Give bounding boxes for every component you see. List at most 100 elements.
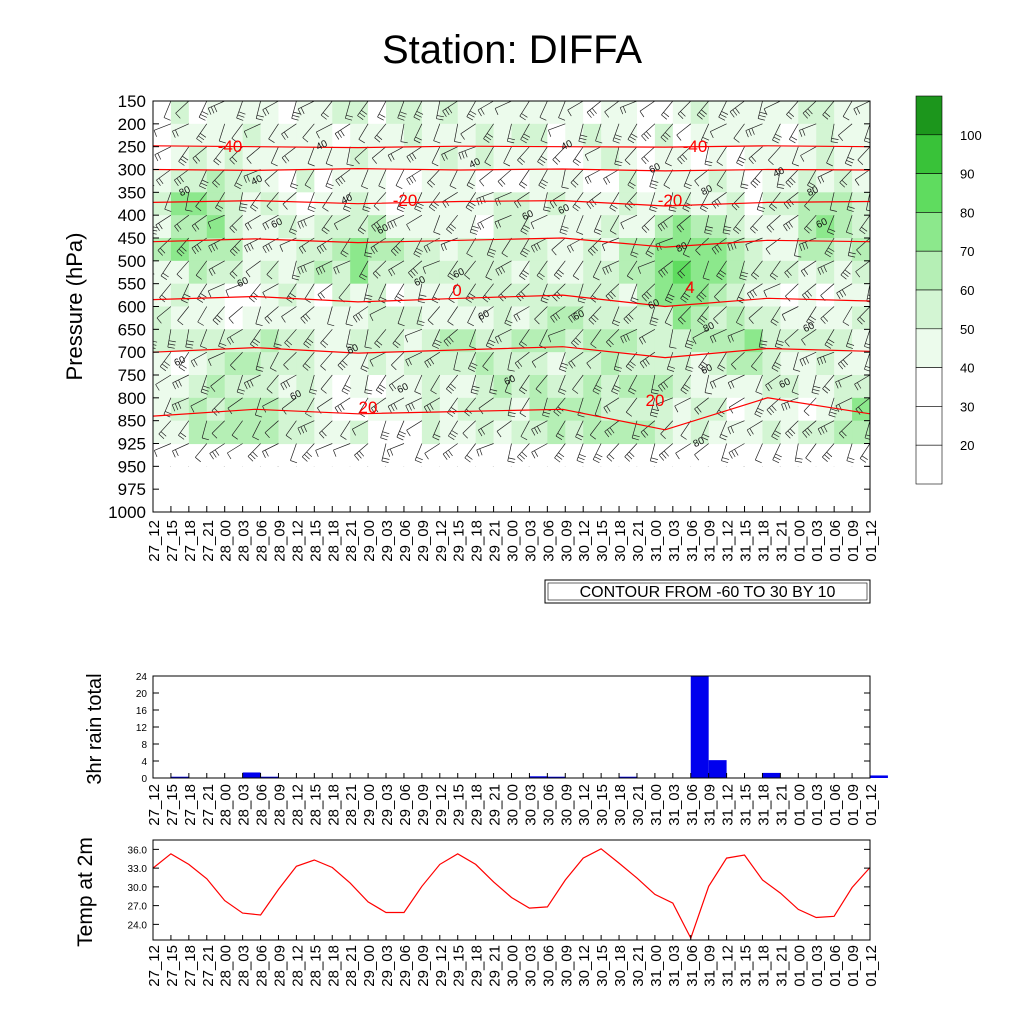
wind-barb: [462, 420, 476, 439]
wind-barb: [466, 169, 477, 190]
rh-cell: [744, 329, 764, 353]
wind-barb: [822, 374, 835, 394]
wind-barb: [229, 146, 243, 165]
wind-barb: [391, 351, 405, 371]
wind-barb: [291, 101, 301, 121]
wind-barb: [309, 374, 318, 395]
wind-barb: [765, 237, 781, 255]
rh-contour-label: 60: [521, 208, 536, 223]
y-tick-label: 975: [118, 480, 146, 499]
wind-barb: [155, 214, 172, 231]
rh-cell: [529, 192, 548, 216]
wind-barb: [745, 123, 763, 138]
wind-barb: [839, 169, 853, 188]
rh-cell: [780, 146, 799, 171]
wind-barb: [302, 123, 315, 143]
wind-barb: [830, 123, 839, 144]
wind-barb: [229, 260, 243, 279]
temperature-contour-label: 0: [452, 281, 461, 300]
rh-cell: [529, 238, 548, 262]
rain-y-axis-label: 3hr rain total: [84, 673, 106, 784]
rh-cell: [565, 397, 584, 422]
temp-x-tick-label: 28_06: [254, 945, 271, 987]
rh-cell: [403, 215, 423, 239]
wind-barb: [769, 192, 781, 212]
wind-barb: [824, 237, 835, 258]
rh-cell: [332, 238, 351, 262]
wind-barb: [802, 283, 817, 301]
temperature-contour-line: [153, 237, 870, 248]
wind-barb: [728, 443, 745, 459]
rh-cell: [314, 420, 333, 445]
rh-cell: [188, 352, 208, 376]
rh-colorbar: 100 90 80 70 60 50 40 30 20: [915, 95, 982, 485]
wind-barb: [614, 146, 623, 167]
wind-barb: [213, 146, 225, 166]
rh-cell: [565, 306, 584, 330]
rh-cell: [153, 375, 172, 399]
wind-barb: [575, 420, 584, 441]
rh-cell: [780, 192, 799, 216]
wind-barb: [346, 329, 354, 349]
rh-cell: [654, 397, 674, 422]
wind-barb: [413, 237, 423, 258]
rh-cell: [654, 260, 674, 285]
rh-cell: [798, 192, 817, 216]
temp-x-tick-label: 01_03: [809, 945, 826, 987]
rh-cell: [350, 260, 369, 285]
rain-bar: [708, 760, 727, 778]
wind-barb: [587, 237, 602, 256]
temp-x-tick-label: 31_15: [738, 945, 755, 987]
wind-barb: [397, 306, 405, 327]
rh-contour-label: 60: [647, 297, 662, 312]
rh-cell: [583, 192, 602, 216]
rh-cell: [421, 260, 441, 285]
wind-barb: [774, 329, 784, 349]
rh-contour-label: 60: [572, 308, 587, 323]
rh-cell: [475, 375, 495, 399]
rh-cell: [654, 169, 674, 193]
wind-barb: [638, 328, 656, 345]
wind-barb: [788, 123, 799, 144]
wind-barb: [682, 192, 693, 212]
rh-cell: [368, 146, 387, 171]
x-tick-label: 29_15: [451, 520, 468, 562]
wind-barb: [677, 306, 692, 325]
colorbar-label: 60: [960, 283, 974, 298]
temp-x-tick-label: 28_00: [218, 945, 235, 987]
rh-cell: [762, 146, 781, 171]
wind-barb: [174, 169, 190, 187]
temp-x-tick-label: 29_15: [451, 945, 468, 987]
rain-x-tick-label: 29_12: [433, 784, 450, 826]
wind-barb: [255, 352, 264, 372]
rh-cell: [314, 260, 333, 285]
wind-barb: [702, 260, 710, 281]
wind-barb: [333, 214, 351, 231]
rh-contour-label: 60: [173, 354, 188, 369]
rh-cell: [601, 238, 620, 262]
rh-cell: [403, 260, 423, 285]
rh-cell: [170, 215, 190, 239]
x-tick-label: 30_15: [594, 520, 611, 562]
wind-barb: [357, 215, 369, 235]
rh-contour-label: 80: [700, 183, 715, 198]
wind-barb: [441, 146, 458, 161]
wind-barb: [234, 169, 243, 190]
wind-barb: [198, 101, 209, 121]
x-tick-label: 28_15: [307, 520, 324, 562]
wind-barb: [320, 374, 333, 394]
wind-barb: [713, 306, 727, 325]
colorbar-box: [915, 367, 943, 407]
wind-barb: [680, 374, 692, 395]
rain-x-tick-label: 30_00: [505, 784, 522, 826]
wind-barb: [178, 352, 190, 372]
rh-cell: [421, 420, 441, 445]
rain-x-tick-label: 31_15: [738, 784, 755, 826]
rh-contour-label: 80: [675, 240, 690, 255]
temp-x-tick-label: 31_18: [755, 945, 772, 987]
rh-cell: [403, 329, 423, 353]
wind-barb: [414, 374, 423, 395]
wind-barb: [857, 146, 870, 165]
page-title: Station: DIFFA: [381, 28, 643, 72]
wind-barb: [305, 397, 315, 418]
